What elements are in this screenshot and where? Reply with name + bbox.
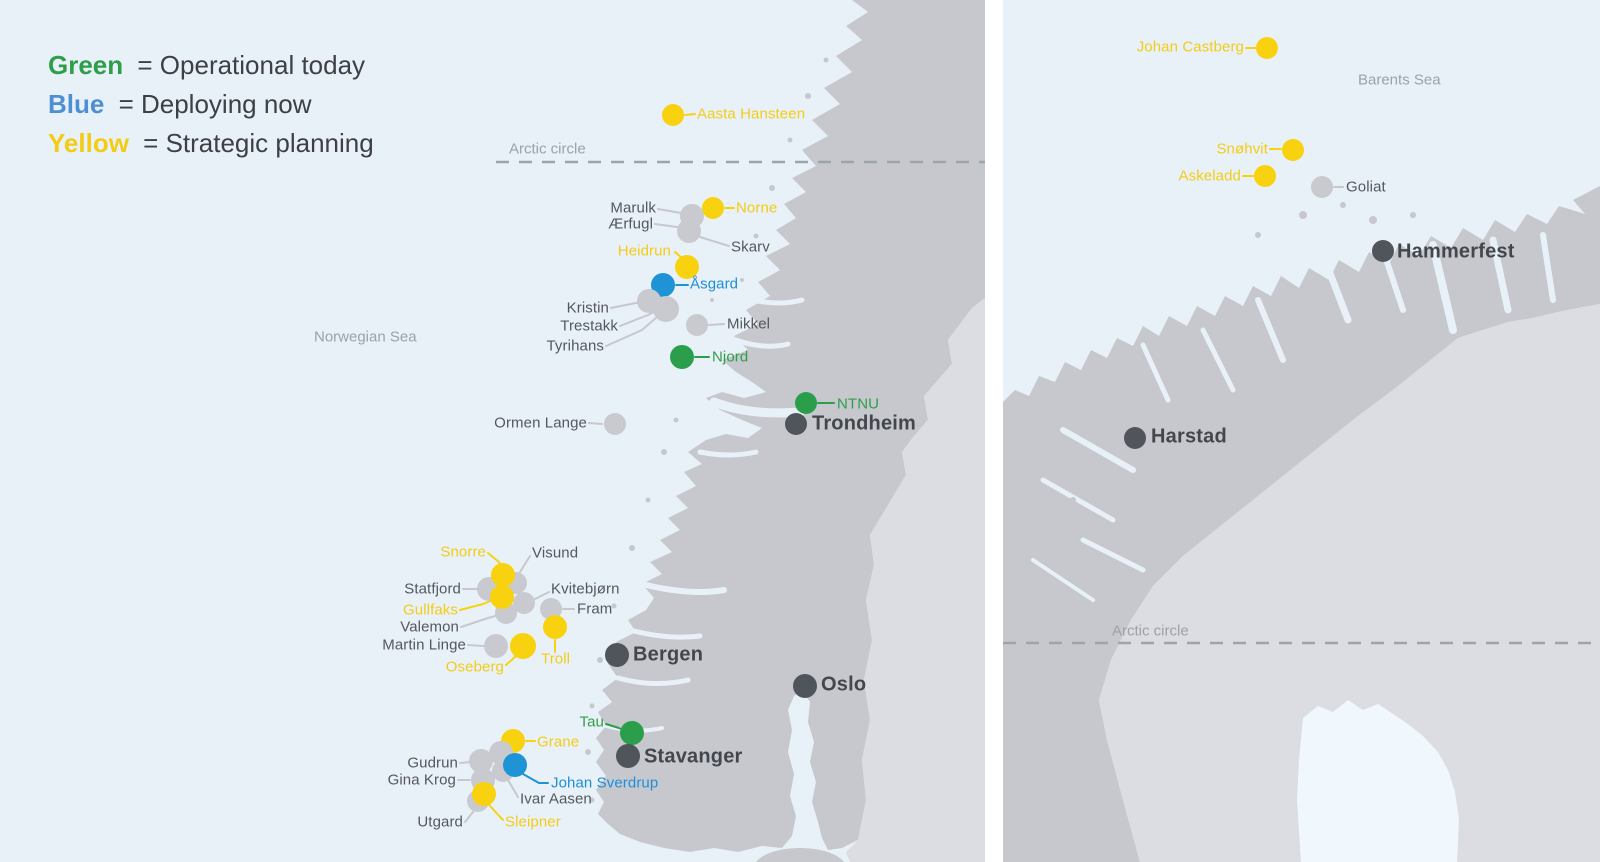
legend: Green = Operational today Blue = Deployi… xyxy=(48,46,374,163)
fjords-north xyxy=(1031,232,1556,602)
legend-swatch-word-green: Green xyxy=(48,50,124,80)
legend-row-deploying: Blue = Deploying now xyxy=(48,85,374,124)
inland-landmass xyxy=(1099,304,1600,862)
legend-swatch-word-yellow: Yellow xyxy=(48,128,129,158)
map-panel-north-norway xyxy=(1003,0,1600,862)
legend-definition-operational: = Operational today xyxy=(137,50,366,80)
legend-row-planning: Yellow = Strategic planning xyxy=(48,124,374,163)
sweden-landmass xyxy=(846,298,985,862)
gulf-of-bothnia xyxy=(1297,700,1459,862)
legend-definition-deploying: = Deploying now xyxy=(118,89,312,119)
legend-row-operational: Green = Operational today xyxy=(48,46,374,85)
fjords xyxy=(604,297,805,733)
denmark-landmass xyxy=(756,848,844,862)
north-norway-landmass xyxy=(1003,186,1600,862)
legend-swatch-word-blue: Blue xyxy=(48,89,105,119)
coastal-islands-north xyxy=(1020,202,1416,623)
legend-definition-planning: = Strategic planning xyxy=(143,128,374,158)
